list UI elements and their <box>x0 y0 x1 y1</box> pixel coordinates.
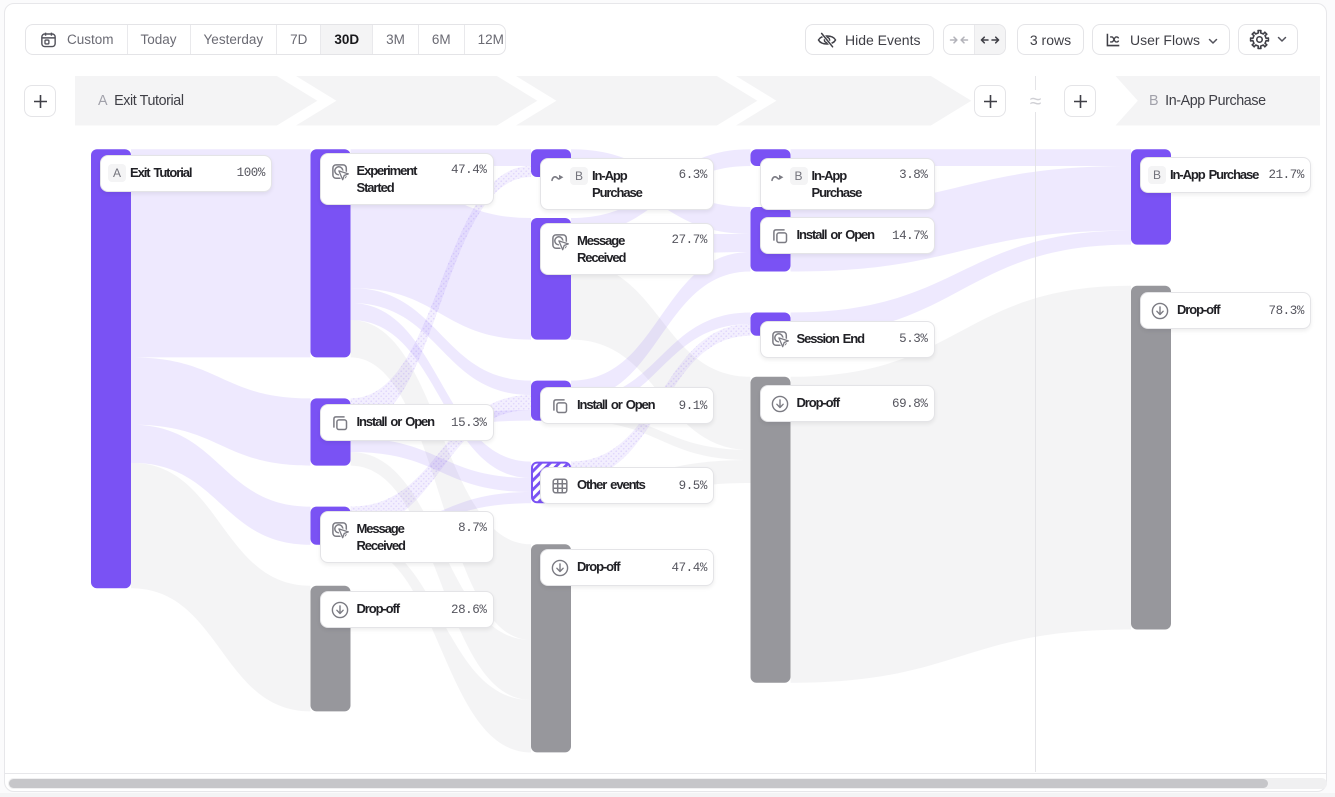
svg-text:≈: ≈ <box>1030 90 1042 113</box>
